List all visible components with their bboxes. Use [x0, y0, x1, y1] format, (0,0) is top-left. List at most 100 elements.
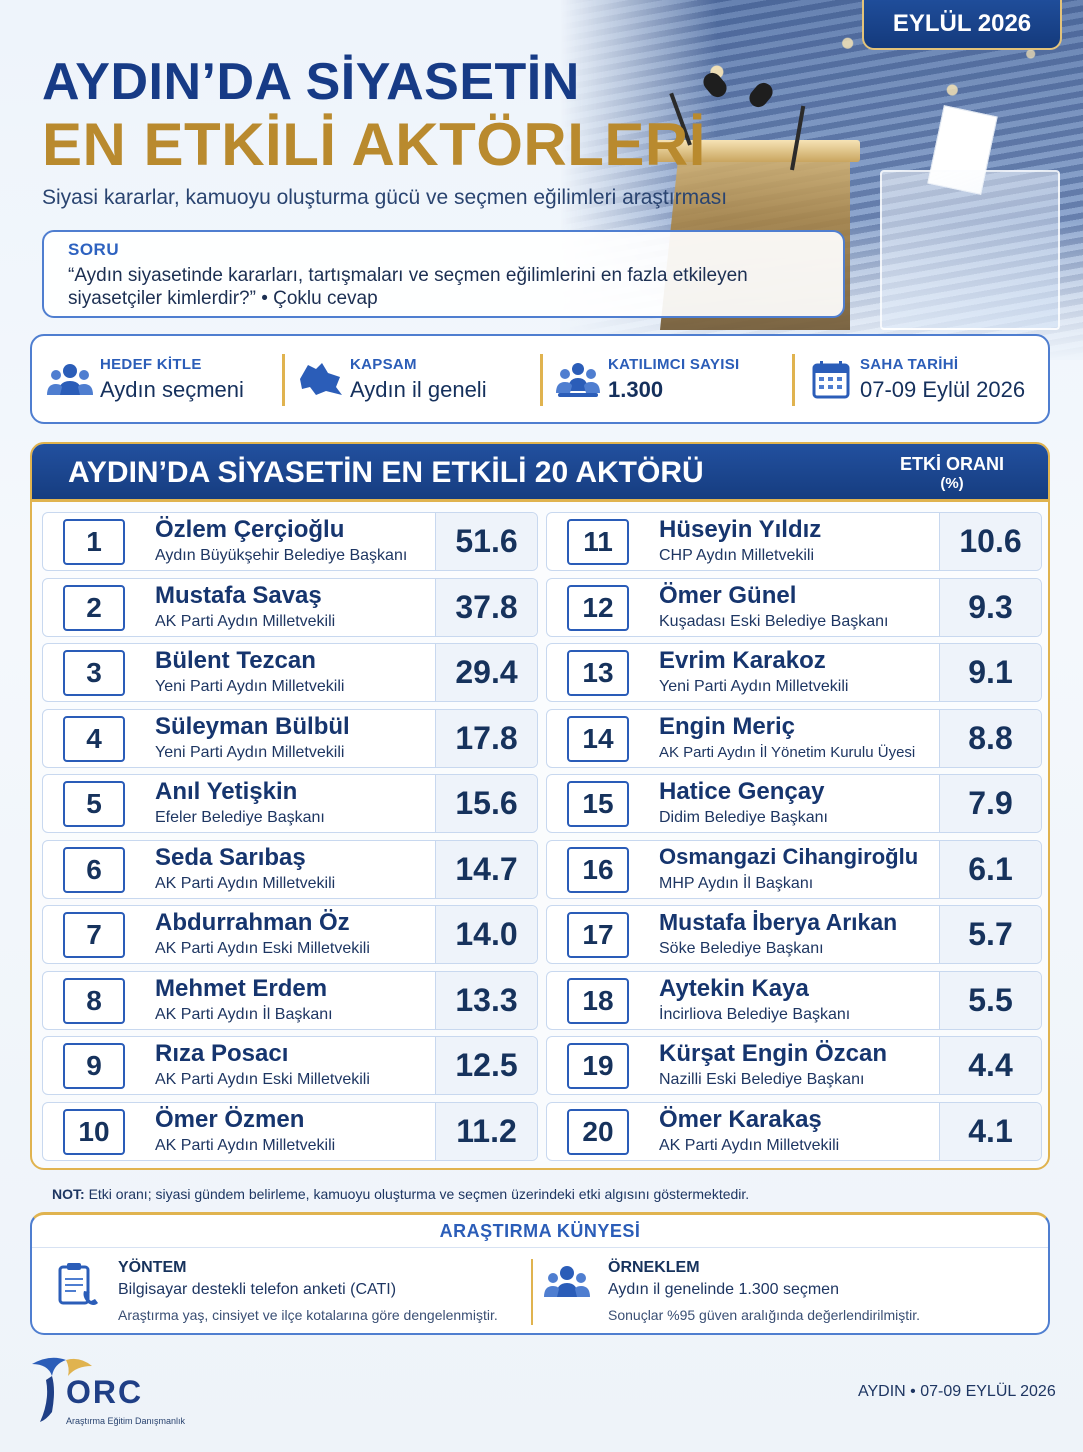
table-row: 5 Anıl Yetişkin Efeler Belediye Başkanı 15.…	[42, 774, 538, 833]
question-label: SORU	[68, 240, 120, 259]
politician-role: Söke Belediye Başkanı	[659, 940, 824, 957]
group-icon	[544, 1266, 590, 1297]
politician-role: Yeni Parti Aydın Milletvekili	[155, 678, 345, 695]
table-row: 7 Abdurrahman Öz AK Parti Aydın Eski Mille…	[42, 905, 538, 964]
footnote-label: NOT:	[52, 1186, 85, 1202]
influence-value: 9.1	[939, 644, 1041, 701]
question-text-line1: “Aydın siyasetinde kararları, tartışmala…	[68, 265, 748, 286]
influence-value: 17.8	[435, 709, 537, 767]
influence-value: 7.9	[939, 775, 1041, 832]
table-row: 12 Ömer Günel Kuşadası Eski Belediye Başka…	[546, 577, 1042, 637]
politician-name: Aytekin Kaya	[659, 974, 809, 1002]
table-row: 11 Hüseyin Yıldız CHP Aydın Milletvekili 10…	[546, 512, 1042, 571]
divider	[32, 1247, 1048, 1248]
sample-head: ÖRNEKLEM	[608, 1259, 700, 1276]
rank-number: 2	[63, 584, 125, 631]
info-date-head: SAHA TARİHİ	[860, 355, 959, 373]
info-participants-value: 1.300	[608, 376, 664, 402]
politician-role: Nazilli Eski Belediye Başkanı	[659, 1071, 865, 1088]
table-row: 20 Ömer Karakaş AK Parti Aydın Milletvekil…	[546, 1101, 1042, 1161]
influence-value: 6.1	[939, 840, 1041, 898]
politician-role: AK Parti Aydın İl Yönetim Kurulu Üyesi	[659, 743, 916, 761]
logo-text: ORC	[66, 1374, 144, 1410]
survey-info-bar: HEDEF KİTLE Aydın seçmeni KAPSAM Aydın i…	[30, 334, 1050, 424]
politician-name: Abdurrahman Öz	[155, 909, 350, 936]
politician-role: AK Parti Aydın Milletvekili	[155, 1136, 336, 1154]
table-row: 6 Seda Sarıbaş AK Parti Aydın Milletvekili…	[42, 839, 538, 899]
politician-role: AK Parti Aydın Eski Milletvekili	[155, 1071, 370, 1088]
politician-name: Ömer Günel	[659, 581, 797, 609]
politician-role: CHP Aydın Milletvekili	[659, 547, 815, 564]
footnote: NOT: Etki oranı; siyasi gündem belirleme…	[52, 1186, 749, 1202]
sample-line1: Aydın il genelinde 1.300 seçmen	[608, 1281, 839, 1298]
influence-value: 10.6	[939, 513, 1041, 570]
influence-value: 4.1	[939, 1102, 1041, 1160]
info-scope-value: Aydın il geneli	[350, 376, 487, 402]
info-scope-head: KAPSAM	[350, 355, 417, 373]
politician-name: Mustafa İberya Arıkan	[659, 909, 898, 935]
politician-name: Özlem Çerçioğlu	[155, 516, 345, 543]
method-line1: Bilgisayar destekli telefon anketi (CATI…	[118, 1281, 397, 1298]
influence-value: 15.6	[435, 775, 537, 832]
politician-name: Hatice Gençay	[659, 778, 825, 805]
rank-number: 14	[567, 715, 629, 762]
politician-name: Bülent Tezcan	[155, 647, 316, 674]
calendar-icon	[812, 361, 850, 399]
ranking-table: AYDIN’DA SİYASETİN EN ETKİLİ 20 AKTÖRÜ E…	[30, 442, 1050, 1170]
influence-value: 51.6	[435, 513, 537, 570]
rank-number: 1	[63, 519, 125, 565]
research-method: YÖNTEM Bilgisayar destekli telefon anket…	[54, 1257, 524, 1329]
politician-name: Ömer Özmen	[155, 1105, 305, 1133]
politician-role: AK Parti Aydın Milletvekili	[659, 1136, 840, 1154]
podium-top	[650, 140, 860, 162]
rank-number: 20	[567, 1108, 629, 1155]
politician-name: Anıl Yetişkin	[155, 778, 298, 805]
influence-value: 14.7	[435, 840, 537, 898]
politician-role: AK Parti Aydın Milletvekili	[155, 874, 336, 892]
map-icon	[300, 363, 342, 395]
influence-rate-label: ETKİ ORANI	[899, 454, 1004, 474]
influence-value: 14.0	[435, 906, 537, 963]
politician-role: Yeni Parti Aydın Milletvekili	[659, 678, 849, 695]
method-head: YÖNTEM	[118, 1259, 187, 1276]
rank-number: 16	[567, 846, 629, 893]
sample-line2: Sonuçlar %95 güven aralığında değerlendi…	[608, 1307, 921, 1323]
rank-number: 11	[567, 519, 629, 565]
table-row: 2 Mustafa Savaş AK Parti Aydın Milletvekil…	[42, 577, 538, 637]
politician-name: Rıza Posacı	[155, 1040, 289, 1067]
table-row: 4 Süleyman Bülbül Yeni Parti Aydın Milletv…	[42, 708, 538, 768]
influence-value: 29.4	[435, 644, 537, 701]
influence-value: 4.4	[939, 1037, 1041, 1094]
table-row: 8 Mehmet Erdem AK Parti Aydın İl Başkanı 13…	[42, 970, 538, 1030]
divider	[531, 1259, 533, 1325]
footer-location-date: AYDIN • 07-09 EYLÜL 2026	[858, 1383, 1056, 1400]
page-title-line2: EN ETKİLİ AKTÖRLERİ	[42, 111, 706, 178]
politician-role: AK Parti Aydın Eski Milletvekili	[155, 940, 370, 957]
orc-logo-icon	[32, 1357, 92, 1422]
politician-role: MHP Aydın İl Başkanı	[659, 874, 814, 892]
influence-value: 11.2	[435, 1102, 537, 1160]
group-icon	[556, 363, 600, 397]
influence-value: 8.8	[939, 709, 1041, 767]
rank-number: 19	[567, 1043, 629, 1089]
footnote-text: Etki oranı; siyasi gündem belirleme, kam…	[88, 1186, 750, 1202]
research-sample: ÖRNEKLEM Aydın il genelinde 1.300 seçmen…	[544, 1257, 1034, 1329]
politician-role: Efeler Belediye Başkanı	[155, 809, 325, 826]
info-scope: KAPSAM Aydın il geneli	[282, 350, 540, 408]
politician-role: Kuşadası Eski Belediye Başkanı	[659, 612, 889, 630]
rank-number: 6	[63, 846, 125, 893]
info-participants-head: KATILIMCI SAYISI	[608, 355, 740, 373]
politician-name: Mehmet Erdem	[155, 974, 328, 1002]
people-icon	[47, 364, 93, 395]
info-target-head: HEDEF KİTLE	[100, 355, 202, 373]
page-title-line1: AYDIN’DA SİYASETİN	[42, 53, 580, 111]
rank-number: 15	[567, 781, 629, 827]
research-info-title: ARAŞTIRMA KÜNYESİ	[439, 1221, 641, 1241]
table-row: 17 Mustafa İberya Arıkan Söke Belediye Baş…	[546, 905, 1042, 964]
table-row: 3 Bülent Tezcan Yeni Parti Aydın Milletvek…	[42, 643, 538, 702]
rank-number: 10	[63, 1108, 125, 1155]
table-row: 10 Ömer Özmen AK Parti Aydın Milletvekili 1…	[42, 1101, 538, 1161]
rank-number: 8	[63, 977, 125, 1024]
influence-value: 5.5	[939, 971, 1041, 1029]
rank-number: 7	[63, 912, 125, 958]
